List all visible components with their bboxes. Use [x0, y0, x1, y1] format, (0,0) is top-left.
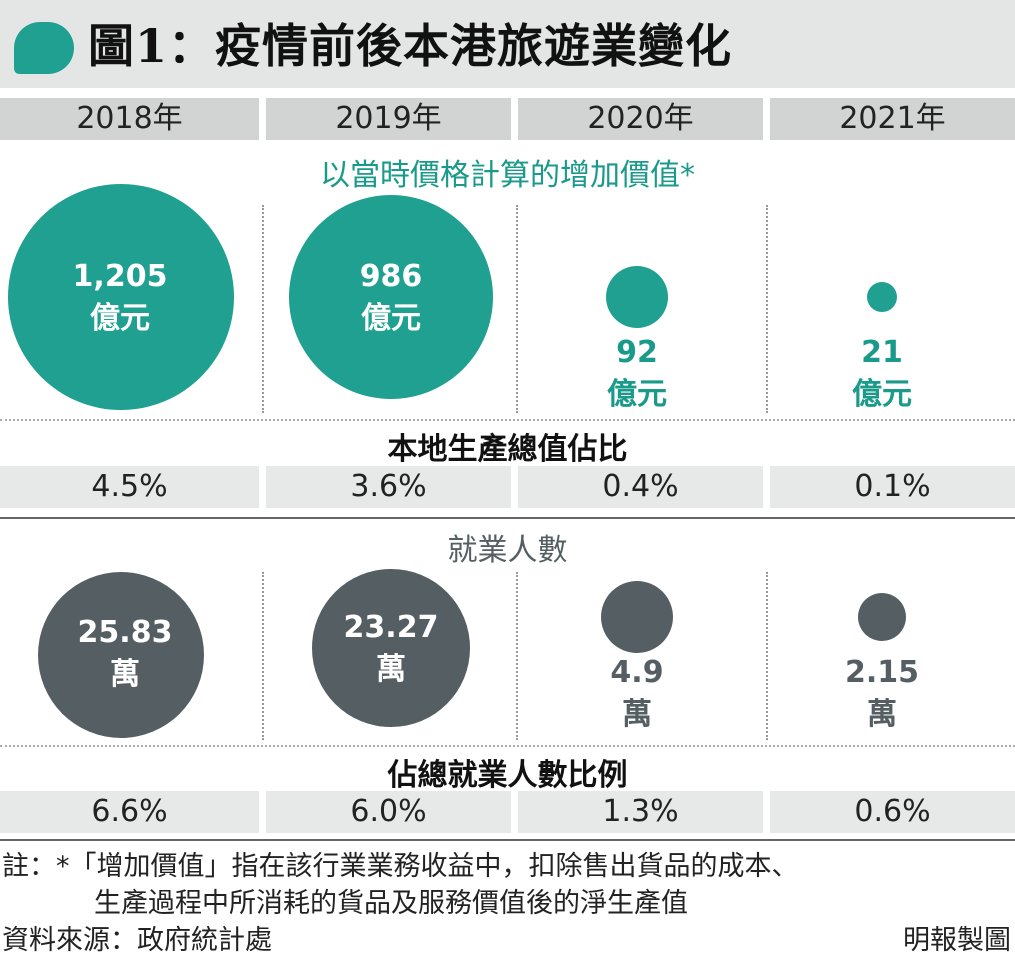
value-added-bubble-2021: [867, 282, 897, 312]
data-unit: 億元: [607, 377, 667, 412]
data-value: 92: [616, 335, 658, 370]
data-unit: 萬: [376, 652, 406, 687]
gdp-share-2020: 0.4%: [518, 466, 763, 508]
employment-share-2018: 6.6%: [0, 791, 259, 833]
section-divider: [0, 517, 1015, 519]
value-added-label-2020: 92 億元: [537, 332, 737, 416]
data-value: 23.27: [343, 610, 439, 645]
source-note: 資料來源：政府統計處: [2, 925, 272, 956]
title-bar: [0, 0, 1015, 88]
value-added-bubble-2019: [288, 194, 494, 400]
data-value: 4.9: [610, 655, 664, 690]
employment-section-title: 就業人數: [447, 533, 568, 568]
value-added-bubble-2020: [605, 265, 669, 329]
year-header-2020: 2020年: [518, 98, 763, 140]
section-divider: [0, 419, 1015, 421]
section-divider: [0, 839, 1015, 841]
employment-bubble-2018: [38, 572, 204, 738]
employment-share-2021: 0.6%: [770, 791, 1015, 833]
employment-share-section-title: 佔總就業人數比例: [387, 758, 628, 793]
year-header-2021: 2021年: [770, 98, 1015, 140]
speech-bubble-icon: [14, 22, 74, 74]
column-divider: [262, 205, 264, 413]
employment-bubble-2020: [600, 580, 674, 654]
value-added-section-title: 以當時價格計算的增加價值*: [320, 158, 695, 193]
gdp-share-section-title: 本地生產總值佔比: [387, 432, 628, 467]
gdp-share-2019: 3.6%: [266, 466, 511, 508]
column-divider: [262, 572, 264, 740]
footnote-line-1: 註：*「增加價值」指在該行業業務收益中，扣除售出貨品的成本、: [2, 851, 799, 882]
data-unit: 萬: [110, 657, 140, 692]
employment-label-2018: 25.83 萬: [25, 612, 225, 696]
column-divider: [516, 205, 518, 413]
data-value: 25.83: [77, 615, 173, 650]
employment-share-2019: 6.0%: [266, 791, 511, 833]
column-divider: [516, 572, 518, 740]
column-divider: [766, 572, 768, 740]
data-unit: 億元: [361, 301, 421, 336]
credit-note: 明報製圖: [903, 925, 1011, 956]
chart-title: 圖1：疫情前後本港旅遊業變化: [88, 19, 733, 73]
data-value: 1,205: [72, 259, 168, 294]
employment-label-2019: 23.27 萬: [291, 607, 491, 691]
year-header-2019: 2019年: [266, 98, 511, 140]
employment-label-2020: 4.9 萬: [537, 652, 737, 736]
data-unit: 萬: [622, 697, 652, 732]
employment-label-2021: 2.15 萬: [782, 652, 982, 736]
gdp-share-2021: 0.1%: [770, 466, 1015, 508]
data-value: 986: [359, 259, 423, 294]
value-added-label-2021: 21 億元: [782, 332, 982, 416]
year-header-2018: 2018年: [0, 98, 259, 140]
gdp-share-2018: 4.5%: [0, 466, 259, 508]
employment-bubble-2021: [858, 593, 906, 641]
section-divider: [0, 745, 1015, 747]
data-unit: 億元: [852, 377, 912, 412]
footnote-line-2: 生產過程中所消耗的貨品及服務價值後的淨生產值: [94, 888, 688, 919]
data-value: 2.15: [844, 655, 920, 690]
employment-share-2020: 1.3%: [518, 791, 763, 833]
value-added-bubble-2018: [8, 184, 234, 410]
employment-bubble-2019: [312, 569, 470, 727]
data-unit: 億元: [90, 301, 150, 336]
value-added-label-2019: 986 億元: [291, 256, 491, 340]
data-unit: 萬: [867, 697, 897, 732]
value-added-label-2018: 1,205 億元: [20, 256, 220, 340]
column-divider: [766, 205, 768, 413]
data-value: 21: [861, 335, 903, 370]
